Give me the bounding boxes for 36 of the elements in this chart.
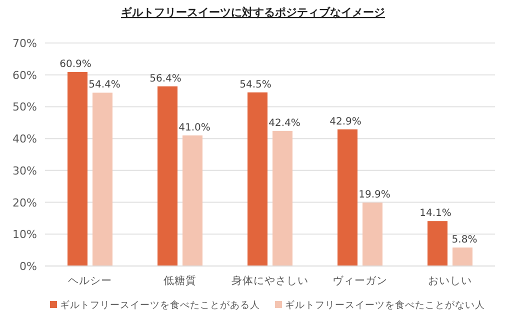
bar [248, 92, 268, 266]
x-tick-label: おいしい [428, 275, 472, 287]
bar [182, 135, 202, 266]
data-label: 41.0% [178, 122, 210, 134]
bar [68, 72, 88, 266]
data-label: 14.1% [420, 208, 452, 220]
bar [158, 86, 178, 266]
y-tick-label: 50% [12, 100, 37, 114]
bar [272, 130, 292, 266]
x-tick-label: 低糖質 [164, 274, 196, 287]
y-tick-label: 60% [12, 68, 37, 82]
data-label: 19.9% [358, 190, 390, 201]
data-label: 5.8% [452, 234, 478, 246]
y-tick-label: 40% [12, 132, 37, 146]
bar [452, 248, 472, 266]
data-label: 42.4% [268, 118, 300, 129]
x-tick-label: ヴィーガン [332, 275, 388, 287]
y-tick-label: 30% [12, 164, 37, 178]
bar [338, 129, 358, 266]
data-label: 42.9% [330, 116, 362, 128]
x-tick-label: ヘルシー [68, 275, 112, 287]
bar [92, 92, 112, 266]
legend-label: ギルトフリースイーツを食べたことがある人 [60, 299, 260, 311]
legend-label: ギルトフリースイーツを食べたことがない人 [285, 299, 485, 311]
chart-title: ギルトフリースイーツに対するポジティブなイメージ [121, 6, 385, 19]
data-label: 54.5% [240, 79, 272, 90]
x-tick-label: 身体にやさしい [232, 275, 308, 287]
y-tick-label: 70% [12, 37, 37, 50]
data-label: 54.4% [88, 80, 120, 91]
y-tick-label: 20% [12, 196, 37, 210]
data-label: 56.4% [150, 73, 182, 84]
bar [428, 221, 448, 266]
y-tick-label: 10% [12, 228, 37, 242]
data-label: 60.9% [60, 58, 92, 70]
bar [362, 202, 382, 266]
y-tick-label: 0% [20, 260, 37, 273]
